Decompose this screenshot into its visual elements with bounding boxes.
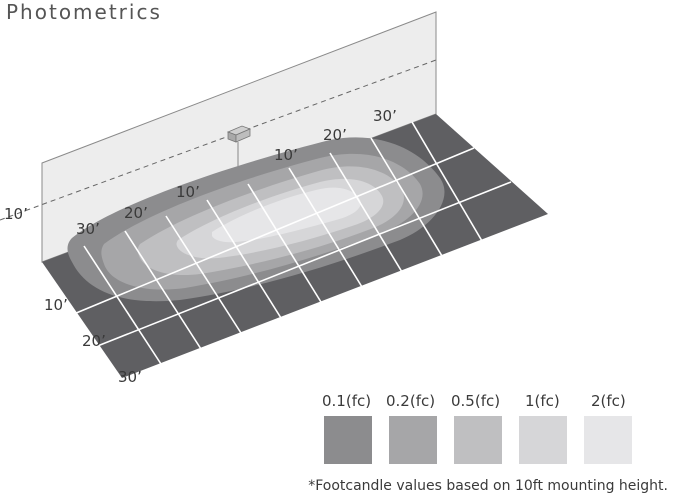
mount-height-line <box>0 59 437 221</box>
legend-label: 0.2(fc) <box>386 392 436 410</box>
front-distance-label: 20’ <box>82 332 106 350</box>
page-title: Photometrics <box>6 0 162 24</box>
legend-swatch-0.1fc <box>324 416 372 464</box>
distance-label: 30’ <box>76 220 100 238</box>
distance-label: 30’ <box>373 107 397 125</box>
legend-swatch-0.2fc <box>389 416 437 464</box>
legend-swatch-1fc <box>519 416 567 464</box>
photometric-diagram <box>0 11 548 378</box>
legend-label: 2(fc) <box>591 392 626 410</box>
legend-label: 1(fc) <box>525 392 560 410</box>
contour-2fc <box>212 187 361 243</box>
distance-label: 10’ <box>176 183 200 201</box>
legend-label: 0.1(fc) <box>322 392 372 410</box>
front-distance-label: 30’ <box>118 368 142 386</box>
mount-height-label: 10’ <box>4 205 28 223</box>
front-distance-label: 10’ <box>44 296 68 314</box>
floor-grid-lines <box>68 121 512 365</box>
distance-label: 20’ <box>323 126 347 144</box>
distance-label: 10’ <box>274 146 298 164</box>
legend-swatch-2fc <box>584 416 632 464</box>
legend-label: 0.5(fc) <box>451 392 501 410</box>
footnote: *Footcandle values based on 10ft mountin… <box>308 478 668 494</box>
legend-swatch-0.5fc <box>454 416 502 464</box>
distance-label: 20’ <box>124 204 148 222</box>
